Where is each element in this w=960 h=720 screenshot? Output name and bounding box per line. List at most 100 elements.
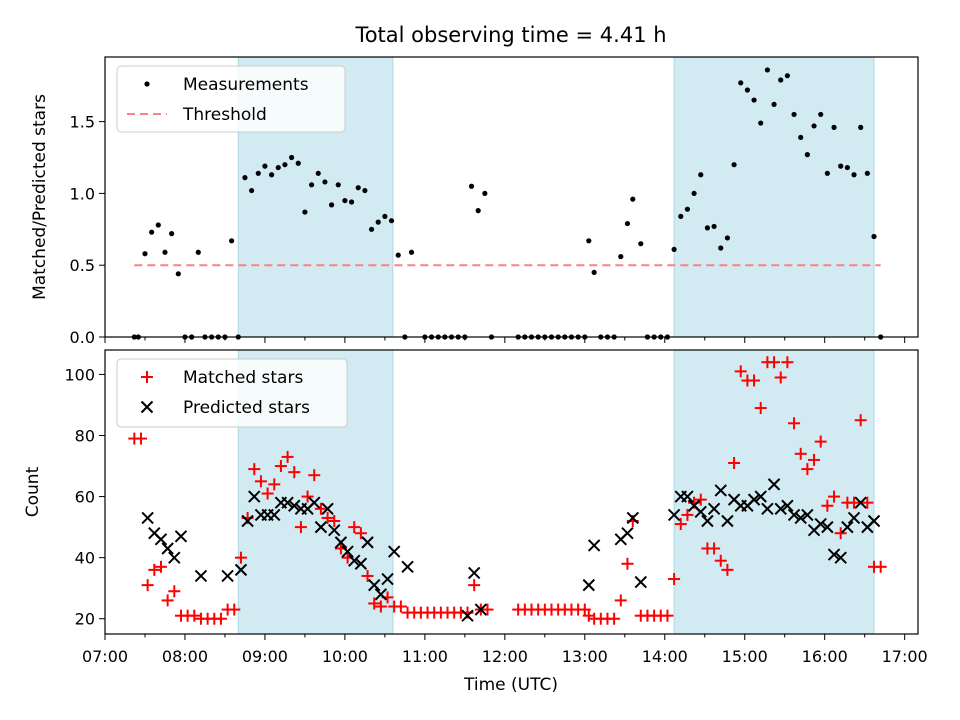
data-point [818,111,824,118]
data-point [408,249,415,255]
data-point [275,164,281,171]
data-point [154,560,167,573]
data-point [295,160,301,166]
data-point [342,197,348,204]
x-tick-label: 16:00 [802,647,848,666]
data-point [142,251,148,257]
data-point [624,220,631,227]
data-point [714,484,727,497]
legend-label: Threshold [182,105,267,125]
series-layer [131,67,884,340]
data-point [834,527,847,540]
data-point [714,554,727,567]
data-point [634,575,647,589]
data-point [388,218,395,224]
data-point [374,588,388,601]
data-point [375,219,381,225]
data-point [315,170,321,176]
data-point [847,511,861,525]
data-point [831,124,837,130]
data-point [754,490,767,503]
data-point [281,450,294,463]
data-point [784,73,790,79]
data-point [758,120,764,126]
data-point [321,511,334,524]
data-point [242,175,248,181]
data-point [288,499,301,512]
data-point [684,206,691,212]
data-point [288,154,295,161]
data-point [854,496,867,509]
y-tick-label: 0.0 [70,328,95,347]
data-point [791,111,797,118]
predicted-stars-series [141,478,881,622]
y-tick-label: 100 [64,365,95,384]
data-point [734,365,747,378]
observing-windows [237,349,875,635]
legend-label: Measurements [183,75,309,95]
data-point [388,545,401,558]
x-tick-label: 11:00 [402,647,448,666]
data-point [302,209,308,215]
data-point [821,499,834,512]
data-point [481,603,494,616]
data-point [248,490,261,503]
data-point [638,241,644,247]
data-point [808,453,821,466]
y-ticks: 20 40 60 80 100 [64,365,105,629]
data-point [361,536,374,549]
data-point [844,164,850,171]
data-point [621,527,634,540]
data-point [678,213,684,219]
data-point [274,460,287,473]
data-point [871,233,877,240]
x-tick-label: 14:00 [642,647,688,666]
data-point [281,496,294,509]
data-point [814,435,827,448]
data-point [748,374,761,387]
y-tick-label: 1.0 [70,184,95,203]
data-point [195,249,201,255]
data-point [282,162,288,168]
data-point [751,97,757,103]
data-point [781,499,794,512]
data-point [698,172,704,178]
data-point [864,170,870,176]
data-point [228,603,241,616]
data-point [348,199,355,205]
data-point [798,134,804,141]
data-point [811,123,817,129]
data-point [774,371,787,384]
data-point [328,515,341,528]
data-point [161,542,174,555]
data-point [154,533,168,546]
y-tick-label: 60 [75,488,95,507]
data-point [169,231,175,237]
data-point [294,521,307,534]
y-axis-label: Matched/Predicted stars [30,94,50,300]
data-point [262,163,268,169]
legend-swatch [140,400,154,414]
x-tick-label: 07:00 [82,647,128,666]
data-point [821,520,834,534]
data-point [728,456,741,469]
data-point [468,579,481,592]
data-point [141,511,154,525]
data-point [162,249,168,255]
data-point [764,67,770,73]
data-point [395,252,401,258]
legend-label: Matched stars [183,368,303,388]
data-point [374,600,387,613]
data-point [174,530,188,543]
legend-box [116,358,348,428]
legend-swatch [141,371,153,383]
top-panel: 0.0 0.5 1.0 1.5 Matched/Predicted stars Mea… [30,56,919,347]
data-point [778,77,784,83]
data-point [618,253,624,260]
axes-frame [104,56,919,338]
data-point [718,245,724,251]
data-point [221,569,234,583]
data-point [787,508,801,522]
data-point [168,551,181,564]
data-point [674,518,687,531]
